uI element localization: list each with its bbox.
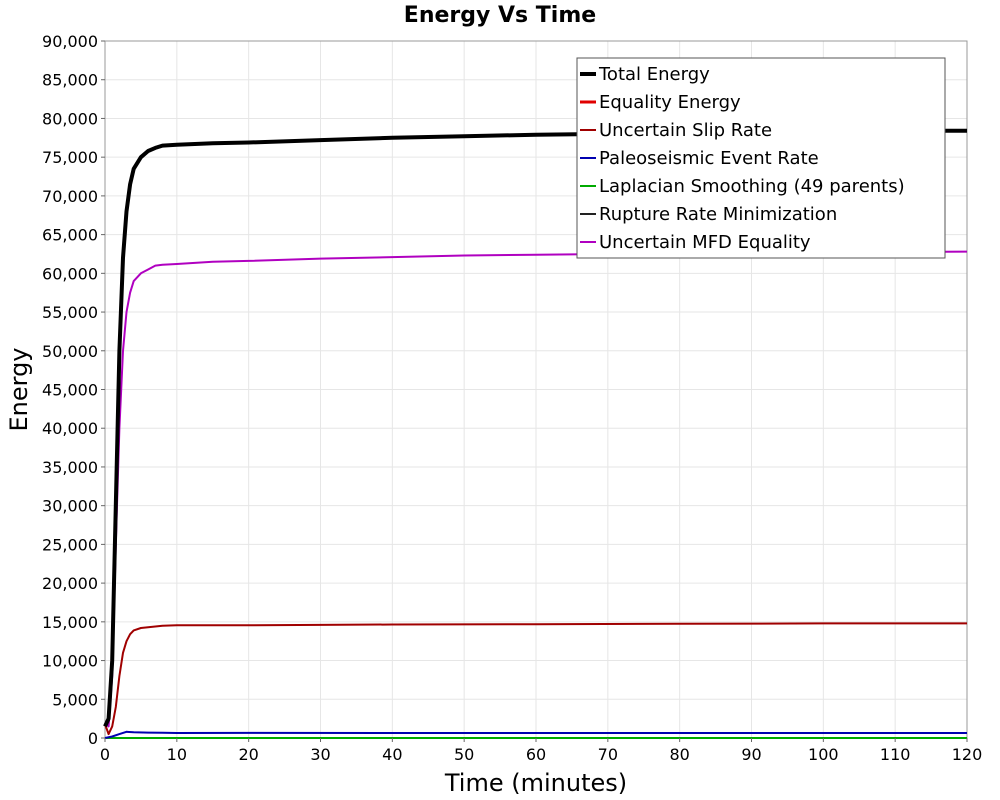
x-tick-label: 30 — [310, 745, 330, 764]
legend-label: Uncertain Slip Rate — [599, 120, 772, 141]
y-tick-label: 40,000 — [42, 419, 98, 438]
x-tick-label: 60 — [526, 745, 546, 764]
x-tick-label: 40 — [382, 745, 402, 764]
x-tick-label: 70 — [598, 745, 618, 764]
x-tick-label: 120 — [952, 745, 983, 764]
x-tick-label: 50 — [454, 745, 474, 764]
y-tick-label: 55,000 — [42, 303, 98, 322]
x-tick-label: 80 — [669, 745, 689, 764]
y-tick-label: 90,000 — [42, 32, 98, 51]
y-axis-ticks: 0 5,000 10,000 15,000 20,000 25,000 30,000 35,0… — [42, 32, 105, 748]
x-tick-label: 110 — [880, 745, 911, 764]
y-tick-label: 85,000 — [42, 71, 98, 90]
legend-box — [576, 57, 946, 259]
series-line-paleoseismic-event-rate — [104, 730, 967, 739]
x-tick-label: 90 — [741, 745, 761, 764]
y-tick-label: 10,000 — [42, 652, 98, 671]
y-axis-label: Energy — [5, 347, 33, 431]
series-line-uncertain-slip-rate — [104, 622, 967, 736]
y-tick-label: 45,000 — [42, 381, 98, 400]
chart-title: Energy Vs Time — [404, 3, 596, 28]
y-tick-label: 70,000 — [42, 187, 98, 206]
legend: Total Energy Equality Energy Uncertain Sli… — [576, 57, 946, 259]
legend-label: Paleoseismic Event Rate — [599, 148, 819, 169]
x-axis-ticks: 0 10 20 30 40 50 60 70 80 90 100 110 120 — [100, 738, 982, 764]
x-axis-label: Time (minutes) — [444, 769, 627, 797]
y-tick-label: 0 — [88, 729, 98, 748]
y-tick-label: 80,000 — [42, 109, 98, 128]
y-tick-label: 5,000 — [52, 690, 98, 709]
legend-label: Rupture Rate Minimization — [599, 204, 837, 225]
y-tick-label: 25,000 — [42, 535, 98, 554]
x-tick-label: 10 — [167, 745, 187, 764]
y-tick-label: 75,000 — [42, 148, 98, 167]
legend-label: Uncertain MFD Equality — [599, 232, 811, 253]
y-tick-label: 15,000 — [42, 613, 98, 632]
legend-label: Equality Energy — [599, 92, 741, 113]
y-tick-label: 20,000 — [42, 574, 98, 593]
y-tick-label: 30,000 — [42, 497, 98, 516]
y-tick-label: 50,000 — [42, 342, 98, 361]
x-tick-label: 100 — [808, 745, 839, 764]
y-tick-label: 60,000 — [42, 264, 98, 283]
legend-label: Total Energy — [598, 64, 710, 85]
x-tick-label: 20 — [238, 745, 258, 764]
y-tick-label: 35,000 — [42, 458, 98, 477]
y-tick-label: 65,000 — [42, 226, 98, 245]
x-tick-label: 0 — [100, 745, 110, 764]
legend-label: Laplacian Smoothing (49 parents) — [599, 176, 905, 197]
